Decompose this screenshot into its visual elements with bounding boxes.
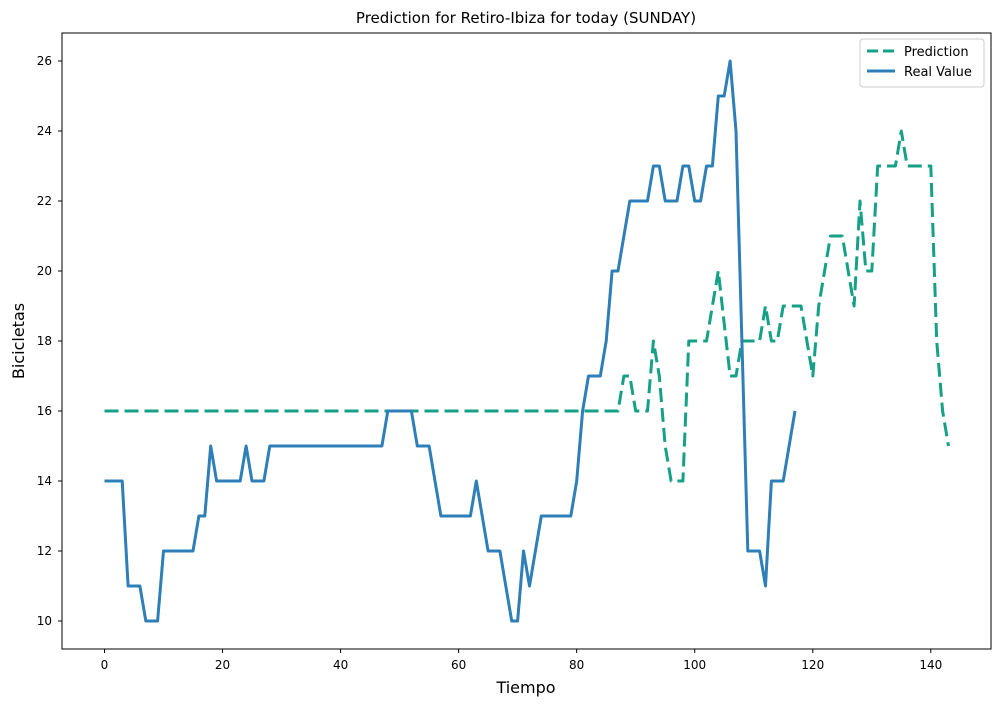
- x-axis-ticks: 0 20 40 60 80 100 120 140: [101, 649, 942, 672]
- y-tick-label: 14: [37, 474, 52, 488]
- legend-label-prediction: Prediction: [904, 45, 969, 60]
- y-axis-ticks: 10 12 14 16 18 20 22 24 26: [37, 54, 62, 628]
- x-tick-label: 80: [569, 658, 584, 672]
- y-tick-label: 12: [37, 544, 52, 558]
- x-axis-label: Tiempo: [495, 678, 555, 697]
- y-tick-label: 10: [37, 614, 52, 628]
- y-tick-label: 18: [37, 334, 52, 348]
- x-tick-label: 140: [919, 658, 942, 672]
- x-tick-label: 0: [101, 658, 109, 672]
- x-tick-label: 100: [683, 658, 706, 672]
- x-tick-label: 60: [451, 658, 466, 672]
- legend-label-real-value: Real Value: [904, 65, 972, 80]
- series-line-real-value: [104, 59, 797, 623]
- legend: Prediction Real Value: [859, 38, 985, 88]
- y-tick-label: 24: [37, 124, 52, 138]
- y-tick-label: 26: [37, 54, 52, 68]
- y-axis-label: Bicicletas: [9, 303, 28, 379]
- x-tick-label: 120: [801, 658, 824, 672]
- y-tick-label: 20: [37, 264, 52, 278]
- plot-lines: [104, 59, 950, 623]
- y-tick-label: 22: [37, 194, 52, 208]
- x-tick-label: 20: [215, 658, 230, 672]
- series-line-prediction: [104, 129, 950, 483]
- plot-frame: [61, 32, 992, 650]
- chart-title: Prediction for Retiro-Ibiza for today (S…: [356, 9, 696, 27]
- x-tick-label: 40: [333, 658, 348, 672]
- y-tick-label: 16: [37, 404, 52, 418]
